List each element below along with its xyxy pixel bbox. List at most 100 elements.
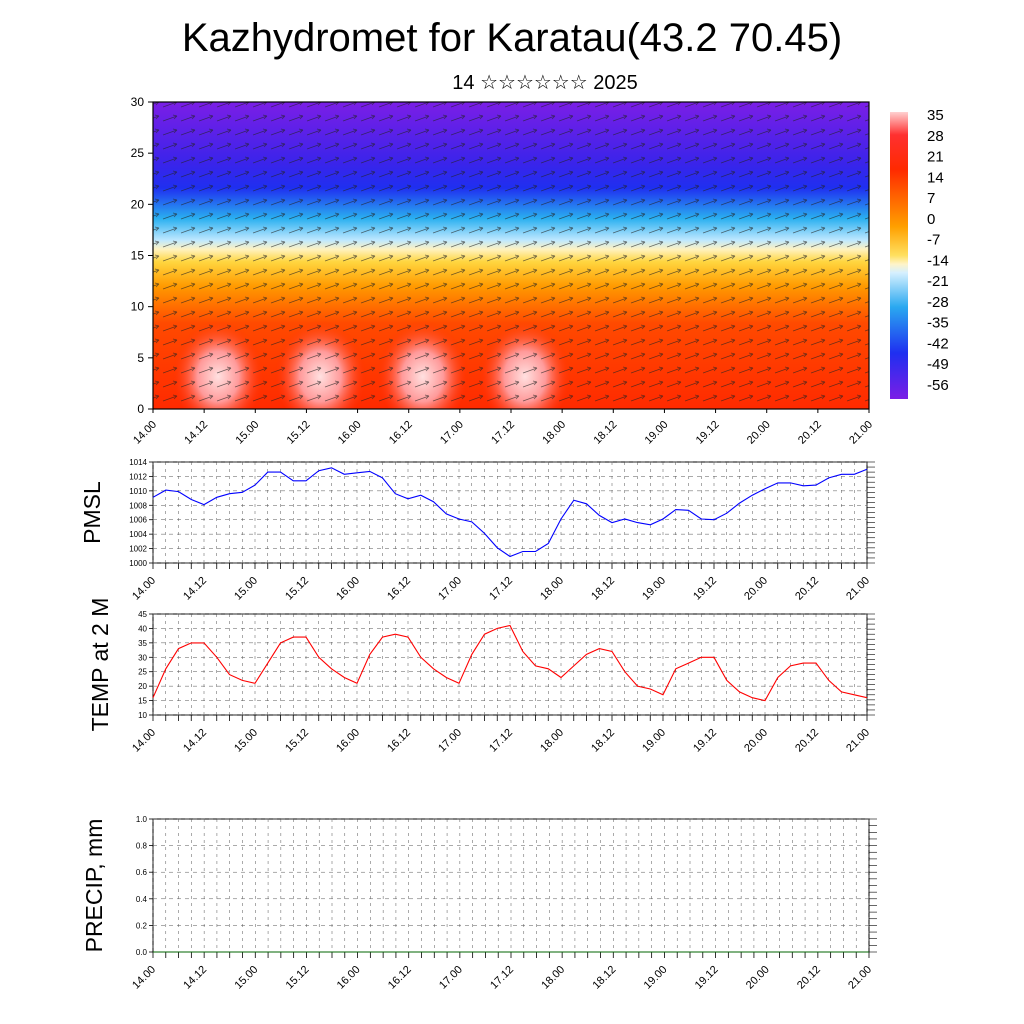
x-tick-label: 20.00 (744, 964, 772, 992)
y-tick-label: 0.4 (136, 895, 148, 904)
y-axis-label: PRECIP, mm (81, 819, 107, 953)
colorbar-label: 21 (927, 149, 944, 166)
y-tick-label: 1008 (129, 501, 147, 510)
x-tick-label: 16.12 (385, 575, 413, 603)
heatmap-x-tick-label: 17.12 (489, 419, 517, 447)
y-tick-label: 1.0 (136, 815, 148, 824)
x-tick-label: 17.00 (437, 964, 465, 992)
heatmap-y-axis: 0 5 10 15 20 25 30 (131, 95, 153, 416)
heatmap-x-tick-label: 21.00 (847, 419, 875, 447)
x-tick-label: 19.00 (640, 575, 668, 603)
colorbar-label: 0 (927, 211, 935, 228)
heatmap-x-tick-label: 20.00 (745, 419, 773, 447)
colorbar-label: 7 (927, 190, 935, 207)
x-tick-label: 19.00 (640, 727, 668, 755)
x-tick-label: 20.00 (742, 575, 770, 603)
x-tick-label: 15.12 (284, 964, 312, 992)
heatmap-x-tick-label: 18.00 (540, 419, 568, 447)
colorbar-label: -7 (927, 232, 940, 249)
y-tick-label: 25 (138, 668, 147, 677)
heatmap-y-tick-label: 5 (137, 351, 144, 365)
heatmap-y-tick-label: 20 (131, 197, 145, 211)
colorbar-label: -56 (927, 377, 949, 394)
series-line (152, 624, 868, 702)
chart-subtitle: 14 ☆☆☆☆☆☆ 2025 (452, 72, 638, 94)
heatmap-x-tick-label: 19.00 (643, 419, 671, 447)
x-tick-label: 15.12 (283, 727, 311, 755)
x-tick-label: 15.12 (283, 575, 311, 603)
y-tick-label: 0.6 (136, 868, 148, 877)
x-tick-label: 20.12 (793, 727, 821, 755)
x-tick-label: 19.12 (691, 575, 719, 603)
x-tick-label: 18.00 (538, 727, 566, 755)
y-tick-label: 45 (138, 610, 147, 619)
y-axis-label: TEMP at 2 M (87, 598, 113, 732)
x-tick-label: 18.12 (590, 964, 618, 992)
heatmap-x-tick-label: 15.00 (233, 419, 261, 447)
temperature-panel: 10 15 20 25 30 35 40 45 14.00 14.12 15.00 15.12 16.0… (87, 598, 875, 755)
x-tick-label: 15.00 (232, 964, 260, 992)
x-tick-label: 17.00 (436, 727, 464, 755)
y-tick-label: 30 (138, 653, 147, 662)
series-line (152, 467, 868, 558)
x-tick-label: 18.12 (589, 575, 617, 603)
heatmap-x-tick-label: 14.00 (131, 419, 159, 447)
x-tick-label: 18.12 (589, 727, 617, 755)
y-tick-label: 1014 (129, 458, 147, 467)
heatmap-x-tick-label: 14.12 (182, 419, 210, 447)
x-tick-label: 14.00 (130, 964, 158, 992)
y-tick-label: 0.8 (136, 842, 148, 851)
y-tick-label: 1012 (129, 472, 147, 481)
y-tick-label: 1004 (129, 530, 147, 539)
heatmap-y-tick-label: 25 (131, 146, 145, 160)
y-tick-label: 10 (138, 711, 147, 720)
x-tick-label: 19.12 (691, 727, 719, 755)
y-tick-label: 0.2 (136, 921, 148, 930)
colorbar-label: -42 (927, 335, 949, 352)
chart-title: Kazhydromet for Karatau(43.2 70.45) (181, 16, 843, 60)
y-tick-label: 1006 (129, 516, 147, 525)
x-tick-label: 14.12 (181, 727, 209, 755)
y-tick-label: 35 (138, 639, 147, 648)
x-tick-label: 19.00 (642, 964, 670, 992)
x-tick-label: 19.12 (693, 964, 721, 992)
x-tick-label: 17.00 (436, 575, 464, 603)
x-tick-label: 21.00 (846, 964, 874, 992)
pmsl-panel: 1000 1002 1004 1006 1008 1010 1012 1014 14.00 14.… (79, 458, 875, 603)
colorbar-label: 14 (927, 169, 944, 186)
heatmap-x-tick-label: 19.12 (694, 419, 722, 447)
heatmap-x-tick-label: 20.12 (796, 419, 824, 447)
colorbar-label: -35 (927, 315, 949, 332)
colorbar-label: -21 (927, 273, 949, 290)
x-tick-label: 14.00 (130, 727, 158, 755)
heatmap-x-tick-label: 17.00 (438, 419, 466, 447)
heatmap-x-tick-label: 18.12 (591, 419, 619, 447)
x-tick-label: 18.00 (538, 575, 566, 603)
y-tick-label: 1002 (129, 545, 147, 554)
colorbar (890, 112, 908, 399)
x-tick-label: 15.00 (232, 727, 260, 755)
x-tick-label: 15.00 (232, 575, 260, 603)
heatmap-x-tick-label: 16.00 (336, 419, 364, 447)
x-tick-label: 20.12 (795, 964, 823, 992)
x-tick-label: 21.00 (844, 727, 872, 755)
y-tick-label: 15 (138, 697, 147, 706)
y-tick-label: 20 (138, 682, 147, 691)
x-tick-label: 16.12 (385, 727, 413, 755)
heatmap-x-tick-label: 16.12 (387, 419, 415, 447)
temperature-cross-section (153, 102, 869, 409)
y-axis-label: PMSL (79, 481, 105, 544)
colorbar-label: -49 (927, 356, 949, 373)
colorbar-labels: 35 28 21 14 7 0 -7 -14 -21 -28 -35 -42 -49 -56 (927, 107, 949, 394)
x-tick-label: 21.00 (844, 575, 872, 603)
x-tick-label: 17.12 (487, 575, 515, 603)
x-tick-label: 17.12 (488, 964, 516, 992)
x-tick-label: 16.12 (386, 964, 414, 992)
heatmap-x-tick-label: 15.12 (285, 419, 313, 447)
heatmap-y-tick-label: 30 (131, 95, 145, 109)
precipitation-panel: 0.0 0.2 0.4 0.6 0.8 1.0 14.00 14.12 15.00 15.12 16… (81, 815, 877, 992)
x-tick-label: 20.00 (742, 727, 770, 755)
x-tick-label: 16.00 (334, 575, 362, 603)
x-tick-label: 20.12 (793, 575, 821, 603)
y-tick-label: 0.0 (136, 948, 148, 957)
